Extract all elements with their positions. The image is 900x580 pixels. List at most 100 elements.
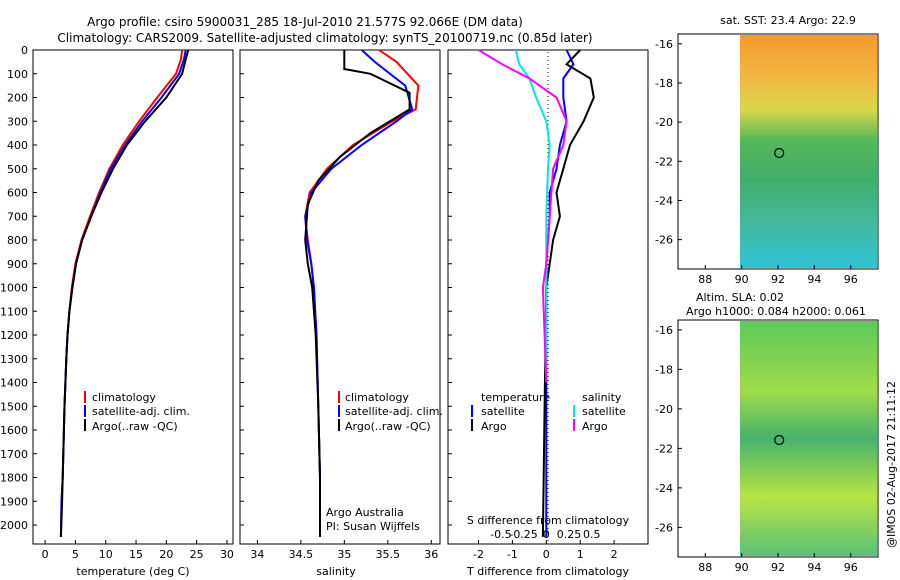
lon-tick-label: 94 (807, 561, 821, 574)
difference-series (477, 49, 595, 537)
depth-tick-label: 1100 (0, 305, 28, 318)
x-tick-label: 5 (72, 548, 79, 561)
difference-plot-frame (447, 49, 649, 545)
lat-tick-label: -24 (655, 194, 673, 207)
x-tick-label: -2 (473, 548, 484, 561)
depth-tick-label: 200 (7, 92, 28, 105)
lat-tick-label: -20 (655, 116, 673, 129)
sst-map-field (740, 35, 877, 268)
credit-line2: PI: Susan Wijffels (326, 520, 420, 533)
legend-label-climatology: climatology (345, 391, 409, 404)
depth-tick-label: 1200 (0, 329, 28, 342)
depth-axis: 0 100 200 300 400 500 600 700 800 900 1000 1100 1200… (0, 44, 37, 532)
sla-map: Altim. SLA: 0.02 Argo h1000: 0.084 h2000… (655, 291, 879, 574)
series-line-argo-raw-qc- (59, 49, 190, 537)
temperature-xlabel: temperature (deg C) (76, 565, 189, 578)
legend-label-satellite: satellite-adj. clim. (92, 405, 190, 418)
x-tick-label: 36 (424, 548, 438, 561)
series-line-temperature-satellite (545, 49, 575, 537)
lat-tick-label: -22 (655, 155, 673, 168)
series-line-argo-raw-qc- (304, 50, 411, 537)
series-line-temperature-argo (541, 49, 595, 537)
legend-label-sal-satellite: satellite (582, 405, 626, 418)
salinity-series (304, 49, 420, 537)
temperature-legend: climatology satellite-adj. clim. Argo(..… (84, 391, 190, 433)
lon-tick-label: 90 (735, 561, 749, 574)
lat-tick-label: -18 (655, 77, 673, 90)
lon-tick-label: 88 (698, 273, 712, 286)
sst-map-lon-axis: 88 90 92 94 96 (698, 265, 858, 286)
legend-label-temp-argo: Argo (481, 420, 507, 433)
depth-tick-label: 500 (7, 163, 28, 176)
salinity-legend: climatology satellite-adj. clim. Argo(..… (338, 391, 443, 433)
salinity-axis: 34 34.5 35 35.5 36 (250, 540, 438, 561)
difference-legend: temperature satellite Argo salinity sate… (471, 391, 626, 433)
depth-tick-label: 1600 (0, 424, 28, 437)
series-line-satellite-adj-clim- (304, 49, 414, 537)
legend-label-argo: Argo(..raw -QC) (92, 420, 178, 433)
x-tick-label: 34 (250, 548, 264, 561)
lat-tick-label: -18 (655, 363, 673, 376)
depth-tick-label: 100 (7, 68, 28, 81)
temperature-axis: 0 5 10 15 20 25 30 (42, 540, 234, 561)
imos-watermark: @IMOS 02-Aug-2017 21:11:12 (885, 381, 898, 548)
depth-tick-label: 1900 (0, 495, 28, 508)
legend-label-satellite: satellite-adj. clim. (345, 405, 443, 418)
depth-tick-label: 1700 (0, 448, 28, 461)
x-tick-label: 34.5 (289, 548, 314, 561)
depth-tick-label: 400 (7, 139, 28, 152)
sla-map-lat-axis: -16 -18 -20 -22 -24 -26 (655, 324, 682, 534)
series-line-satellite-adj-clim- (59, 49, 187, 537)
credit-line1: Argo Australia (326, 506, 404, 519)
lat-tick-label: -24 (655, 482, 673, 495)
sla-map-title-line1: Altim. SLA: 0.02 (696, 291, 784, 304)
sla-map-field (740, 321, 877, 556)
sst-map-title: sat. SST: 23.4 Argo: 22.9 (720, 14, 856, 27)
legend-label-temp-satellite: satellite (481, 405, 525, 418)
t-difference-axis: -2 -1 0 1 2 (473, 540, 618, 561)
sst-map: sat. SST: 23.4 Argo: 22.9 -16 -18 -20 -22 -2… (655, 14, 879, 286)
depth-tick-label: 1000 (0, 282, 28, 295)
x-tick-label: 15 (129, 548, 143, 561)
depth-tick-label: 1300 (0, 353, 28, 366)
s-difference-label: S difference from climatology (467, 514, 630, 527)
depth-tick-label: 300 (7, 115, 28, 128)
lon-tick-label: 96 (844, 273, 858, 286)
x-tick-label: 2 (611, 548, 618, 561)
temperature-series (59, 49, 190, 537)
series-line-climatology (304, 49, 420, 537)
x2-tick-label: -0.25 (509, 528, 537, 541)
sst-map-lat-axis: -16 -18 -20 -22 -24 -26 (655, 38, 682, 247)
x2-tick-label: -0.5 (490, 528, 511, 541)
lat-tick-label: -26 (655, 521, 673, 534)
figure-title-line1: Argo profile: csiro 5900031_285 18-Jul-2… (87, 15, 523, 29)
depth-tick-label: 700 (7, 210, 28, 223)
difference-chart: -2 -1 0 1 2 -0.5-0.25 0 0.25 0.5 S difference f… (447, 49, 649, 578)
legend-label-climatology: climatology (92, 391, 156, 404)
salinity-plot-frame (239, 49, 441, 545)
legend-head-temperature: temperature (481, 391, 550, 404)
x-tick-label: 1 (577, 548, 584, 561)
x-tick-label: 30 (220, 548, 234, 561)
lon-tick-label: 94 (807, 273, 821, 286)
argo-float-marker (774, 434, 785, 446)
lon-tick-label: 96 (844, 561, 858, 574)
x-tick-label: 0 (42, 548, 49, 561)
lon-tick-label: 90 (735, 273, 749, 286)
lat-tick-label: -20 (655, 403, 673, 416)
depth-tick-label: 600 (7, 187, 28, 200)
depth-tick-label: 1400 (0, 377, 28, 390)
t-difference-label: T difference from climatology (466, 565, 629, 578)
depth-tick-label: 1800 (0, 472, 28, 485)
x-tick-label: 35.5 (376, 548, 401, 561)
salinity-depth-ticks (240, 49, 244, 526)
sla-map-title-line2: Argo h1000: 0.084 h2000: 0.061 (686, 305, 866, 318)
series-line-climatology (59, 49, 184, 537)
lat-tick-label: -26 (655, 234, 673, 247)
difference-depth-ticks (448, 49, 452, 526)
lat-tick-label: -16 (655, 38, 673, 51)
legend-label-argo: Argo(..raw -QC) (345, 420, 431, 433)
x-tick-label: -1 (507, 548, 518, 561)
x2-tick-label: 0.5 (583, 528, 601, 541)
